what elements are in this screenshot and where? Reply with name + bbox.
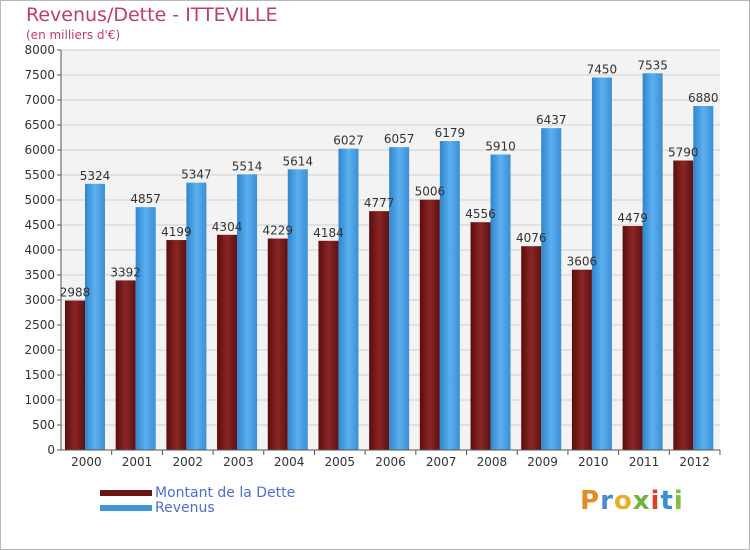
data-label: 7535 <box>637 58 668 72</box>
bar-revenus <box>135 207 156 450</box>
y-tick-label: 2000 <box>24 343 55 357</box>
y-tick-label: 6500 <box>24 118 55 132</box>
legend-swatch-revenus <box>100 505 152 511</box>
bar-revenus <box>389 147 410 450</box>
bar-dette <box>217 234 238 450</box>
y-tick-label: 0 <box>47 443 55 457</box>
data-label: 5006 <box>415 185 446 199</box>
y-tick-label: 7000 <box>24 93 55 107</box>
proxiti-logo: Proxiti <box>580 486 684 516</box>
data-label: 5347 <box>181 168 212 182</box>
y-tick-label: 500 <box>32 418 55 432</box>
bar-revenus <box>693 106 714 450</box>
y-tick-label: 6000 <box>24 143 55 157</box>
bar-dette <box>470 222 491 450</box>
bar-dette <box>622 226 643 450</box>
bar-dette <box>369 211 390 450</box>
y-tick-label: 1500 <box>24 368 55 382</box>
x-tick-label: 2012 <box>679 455 710 469</box>
x-tick-label: 2004 <box>274 455 305 469</box>
x-tick-label: 2001 <box>122 455 153 469</box>
y-tick-label: 5000 <box>24 193 55 207</box>
bar-dette <box>318 240 339 450</box>
bar-revenus <box>237 174 258 451</box>
bar-dette <box>571 269 592 450</box>
bar-dette <box>267 238 288 450</box>
chart-title: Revenus/Dette - ITTEVILLE <box>26 4 278 26</box>
data-label: 4556 <box>465 207 496 221</box>
y-tick-label: 5500 <box>24 168 55 182</box>
bar-revenus <box>541 128 562 450</box>
y-tick-label: 1000 <box>24 393 55 407</box>
data-label: 3392 <box>110 265 141 279</box>
data-label: 6880 <box>688 91 719 105</box>
logo-letter: t <box>660 486 674 516</box>
data-label: 4479 <box>617 211 648 225</box>
x-tick-label: 2002 <box>172 455 203 469</box>
data-label: 5324 <box>80 169 111 183</box>
legend-label-debt: Montant de la Dette <box>155 485 296 501</box>
x-tick-label: 2010 <box>578 455 609 469</box>
data-label: 4304 <box>212 220 243 234</box>
data-label: 4076 <box>516 231 547 245</box>
logo-letter: P <box>580 486 601 516</box>
data-label: 7450 <box>587 63 618 77</box>
data-label: 4184 <box>313 226 344 240</box>
data-label: 5910 <box>485 140 516 154</box>
y-tick-label: 3500 <box>24 268 55 282</box>
logo-letter: i <box>650 486 661 516</box>
data-label: 6179 <box>435 126 466 140</box>
x-tick-label: 2006 <box>375 455 406 469</box>
bar-dette <box>115 280 136 450</box>
legend-label-revenus: Revenus <box>155 500 215 516</box>
y-tick-label: 8000 <box>24 43 55 57</box>
data-label: 6027 <box>333 134 364 148</box>
logo-letter: r <box>600 486 614 516</box>
logo-letter: o <box>613 486 633 516</box>
data-label: 5514 <box>232 159 263 173</box>
bar-revenus <box>186 182 207 450</box>
bar-dette <box>419 199 440 450</box>
data-label: 3606 <box>567 255 598 269</box>
x-tick-label: 2008 <box>477 455 508 469</box>
logo-letter: x <box>632 486 651 516</box>
bar-dette <box>166 240 187 450</box>
data-label: 4199 <box>161 225 192 239</box>
bar-dette <box>673 160 694 450</box>
bar-revenus <box>85 183 105 451</box>
y-tick-label: 4500 <box>24 218 55 232</box>
x-tick-label: 2011 <box>629 455 660 469</box>
bar-revenus <box>591 77 612 450</box>
y-tick-label: 3000 <box>24 293 55 307</box>
data-label: 2988 <box>60 286 91 300</box>
y-tick-label: 2500 <box>24 318 55 332</box>
data-label: 6057 <box>384 132 415 146</box>
data-label: 5790 <box>668 146 699 160</box>
bar-revenus <box>439 141 460 451</box>
data-label: 4777 <box>364 196 395 210</box>
logo-letter: i <box>673 486 684 516</box>
bar-dette <box>65 300 85 450</box>
legend-swatch-debt <box>100 490 152 496</box>
x-tick-label: 2009 <box>527 455 558 469</box>
x-tick-label: 2003 <box>223 455 254 469</box>
y-tick-label: 7500 <box>24 68 55 82</box>
data-label: 4857 <box>130 192 161 206</box>
chart-subtitle: (en milliers d'€) <box>26 28 121 42</box>
x-tick-label: 2007 <box>426 455 457 469</box>
data-label: 5614 <box>282 154 313 168</box>
data-label: 6437 <box>536 113 567 127</box>
x-tick-label: 2005 <box>325 455 356 469</box>
x-tick-label: 2000 <box>71 455 102 469</box>
y-tick-label: 4000 <box>24 243 55 257</box>
bar-revenus <box>490 154 511 450</box>
data-label: 4229 <box>262 224 293 238</box>
bar-dette <box>521 246 542 450</box>
bar-revenus <box>338 148 359 450</box>
bar-revenus <box>287 169 308 451</box>
bar-revenus <box>642 73 663 450</box>
